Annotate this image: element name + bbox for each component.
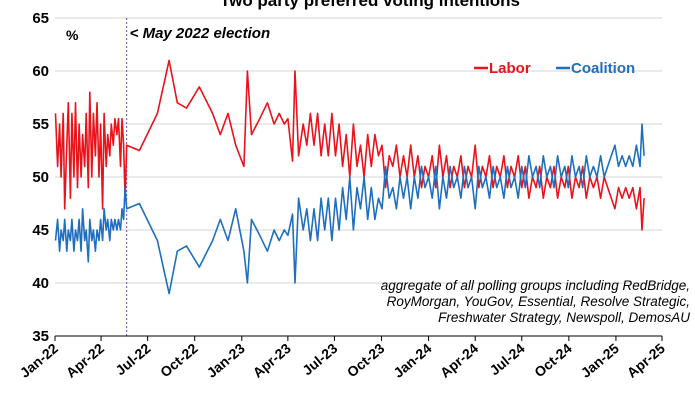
- note-line-1: aggregate of all polling groups includin…: [381, 278, 690, 293]
- x-axis-ticks: Jan-22 Apr-22 Jul-22 Oct-22 Jan-23 Apr-23 Jul-…: [17, 336, 668, 381]
- y-axis-ticks: 35 40 45 50 55 60 65: [32, 10, 49, 345]
- x-tick-Apr-24: Apr-24: [437, 340, 481, 381]
- x-tick-Jul-24: Jul-24: [486, 340, 527, 378]
- election-marker-label: < May 2022 election: [130, 25, 271, 42]
- x-tick-Jan-24: Jan-24: [390, 340, 434, 381]
- y-tick-40: 40: [32, 275, 49, 292]
- source-note: aggregate of all polling groups includin…: [381, 278, 690, 325]
- x-tick-Apr-22: Apr-22: [63, 340, 107, 381]
- y-tick-45: 45: [32, 222, 49, 239]
- legend-label-coalition: Coalition: [571, 60, 635, 77]
- note-line-2: RoyMorgan, YouGov, Essential, Resolve St…: [387, 294, 690, 309]
- series-lines: [54, 59, 645, 295]
- x-tick-Jul-22: Jul-22: [112, 340, 153, 378]
- x-tick-Oct-23: Oct-23: [344, 340, 388, 380]
- y-tick-50: 50: [32, 169, 49, 186]
- y-tick-55: 55: [32, 116, 49, 133]
- legend-label-labor: Labor: [489, 60, 531, 77]
- x-tick-Apr-23: Apr-23: [250, 340, 294, 381]
- gridlines: [55, 17, 662, 284]
- y-tick-65: 65: [32, 10, 49, 27]
- series-line-coalition: [54, 123, 645, 295]
- x-tick-Apr-25: Apr-25: [624, 340, 668, 381]
- y-unit-label: %: [66, 27, 79, 43]
- chart-title: Two party preferred voting intentions: [220, 0, 520, 10]
- y-tick-60: 60: [32, 63, 49, 80]
- x-tick-Jul-23: Jul-23: [299, 340, 340, 378]
- x-tick-Oct-22: Oct-22: [157, 340, 201, 380]
- y-tick-35: 35: [32, 328, 49, 345]
- note-line-3: Freshwater Strategy, Newspoll, DemosAU: [438, 310, 690, 325]
- x-tick-Jan-23: Jan-23: [203, 340, 247, 381]
- legend: Labor Coalition: [474, 60, 635, 77]
- x-tick-Jan-22: Jan-22: [17, 340, 61, 381]
- x-tick-Jan-25: Jan-25: [578, 340, 622, 381]
- series-line-labor: [54, 59, 645, 231]
- x-tick-Oct-24: Oct-24: [531, 340, 575, 380]
